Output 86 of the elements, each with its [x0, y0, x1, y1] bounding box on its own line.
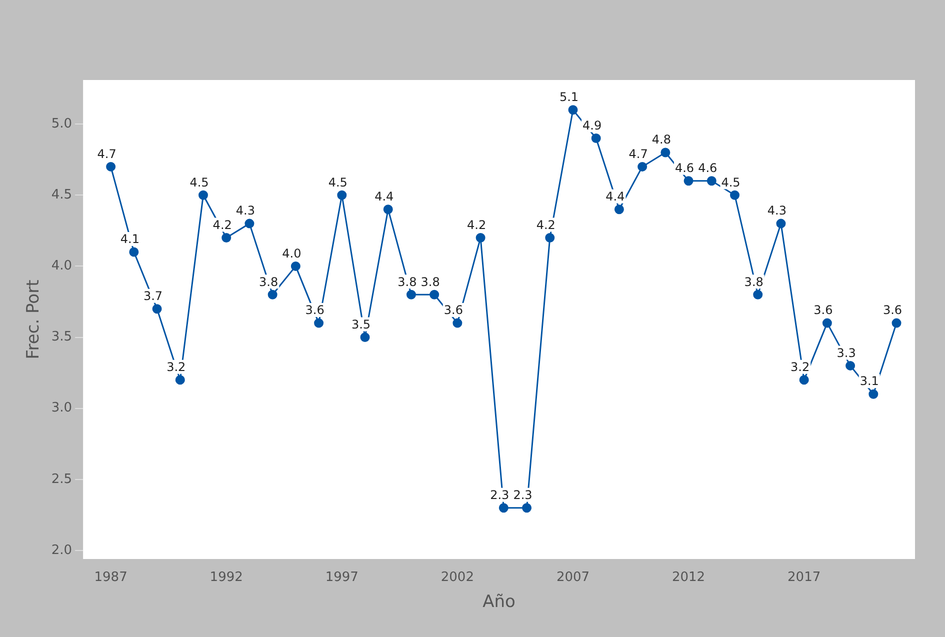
point — [106, 162, 116, 172]
data-label: 3.6 — [444, 303, 463, 318]
data-label: 4.7 — [628, 146, 648, 161]
point — [753, 290, 763, 300]
point — [222, 233, 232, 243]
y-tick-label: 2.0 — [51, 542, 72, 558]
point — [129, 247, 139, 257]
point — [822, 318, 832, 328]
data-label: 4.6 — [698, 161, 718, 176]
data-label: 3.5 — [351, 317, 371, 332]
point — [498, 503, 508, 513]
x-axis-title: Año — [482, 592, 516, 612]
data-label: 3.8 — [259, 274, 278, 289]
data-label: 2.3 — [513, 488, 532, 502]
point — [383, 204, 393, 214]
data-label: 2.3 — [490, 488, 510, 502]
point — [430, 290, 440, 300]
data-label: 4.4 — [374, 189, 394, 204]
point — [706, 176, 716, 186]
x-tick-label: 2017 — [788, 570, 821, 586]
data-label: 4.8 — [652, 132, 671, 147]
x-tick-label: 1992 — [210, 570, 243, 586]
point — [268, 290, 278, 300]
x-tick-label: 2012 — [672, 570, 706, 586]
data-label: 3.6 — [882, 303, 902, 318]
point — [545, 233, 555, 243]
x-tick-label: 1997 — [325, 570, 358, 586]
point — [684, 176, 694, 186]
point — [360, 332, 370, 342]
point — [799, 375, 809, 385]
point — [198, 190, 208, 200]
data-label: 3.1 — [860, 374, 879, 388]
point — [337, 190, 347, 200]
point — [452, 318, 462, 328]
data-label: 4.2 — [212, 218, 232, 232]
data-label: 3.3 — [836, 346, 856, 360]
data-label: 4.5 — [190, 175, 209, 190]
point — [568, 105, 578, 115]
point — [776, 218, 786, 228]
y-tick-label: 4.5 — [51, 188, 72, 203]
point — [730, 190, 740, 200]
data-label: 4.2 — [536, 218, 556, 232]
x-tick-label: 2007 — [556, 570, 590, 586]
x-tick-label: 2002 — [440, 570, 474, 586]
data-label: 4.2 — [467, 218, 486, 232]
point — [638, 162, 648, 172]
data-label: 4.1 — [120, 232, 140, 246]
point — [314, 318, 324, 328]
y-tick-label: 3.5 — [51, 330, 72, 345]
data-label: 3.2 — [790, 360, 810, 374]
point — [660, 148, 670, 158]
data-label: 3.7 — [143, 288, 163, 303]
point — [244, 218, 254, 228]
data-label: 3.6 — [814, 303, 833, 318]
y-tick-label: 3.0 — [51, 400, 72, 416]
point — [614, 204, 624, 214]
y-tick-label: 5.0 — [51, 116, 72, 132]
data-label: 4.6 — [674, 161, 694, 176]
data-label: 4.0 — [282, 246, 302, 260]
data-label: 4.3 — [767, 204, 787, 218]
y-tick-label: 4.0 — [51, 258, 72, 274]
data-label: 5.1 — [559, 90, 579, 104]
data-label: 3.8 — [420, 274, 440, 289]
data-label: 4.5 — [328, 175, 348, 190]
data-label: 4.4 — [606, 189, 625, 204]
data-label: 3.2 — [166, 360, 186, 374]
data-label: 3.8 — [398, 274, 417, 289]
data-label: 4.7 — [97, 146, 116, 161]
point — [846, 360, 856, 370]
point — [290, 261, 300, 271]
point — [591, 134, 601, 144]
point — [152, 304, 162, 314]
data-label: 4.5 — [721, 175, 740, 190]
point — [476, 233, 486, 243]
point — [892, 318, 902, 328]
y-axis-title: Frec. Port — [24, 279, 44, 360]
point — [175, 375, 185, 385]
data-label: 4.9 — [582, 118, 602, 132]
data-label: 4.3 — [236, 204, 256, 218]
data-label: 3.6 — [305, 303, 324, 318]
point — [868, 389, 878, 399]
y-tick-label: 2.5 — [51, 472, 72, 487]
point — [522, 503, 532, 513]
x-tick-label: 1987 — [94, 570, 128, 586]
data-label: 3.8 — [744, 274, 764, 289]
point — [406, 290, 416, 300]
